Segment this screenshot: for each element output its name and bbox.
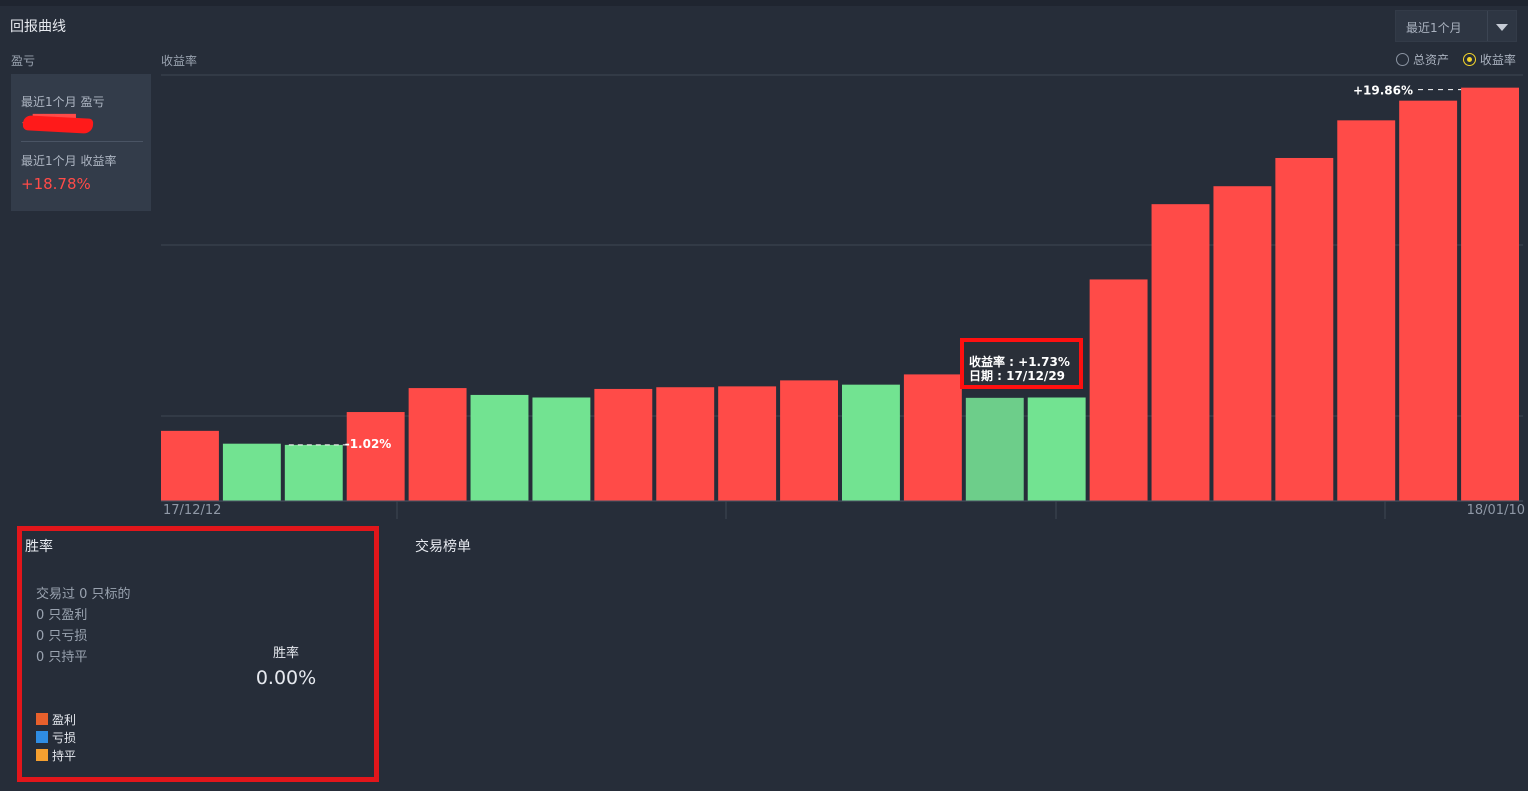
bar — [1027, 397, 1086, 501]
pl-section-label: 盈亏 — [11, 54, 36, 68]
bar — [470, 394, 529, 501]
bar — [1337, 120, 1396, 502]
stat-traded: 交易过 0 只标的 — [36, 587, 131, 602]
stat-profit: 0 只盈利 — [36, 608, 88, 623]
bar — [965, 397, 1024, 501]
return-bar-chart: 17/12/12 18/01/10 -1.02% +19.86% — [161, 74, 1525, 519]
bar — [656, 387, 715, 501]
top-strip — [0, 0, 1528, 6]
legend-swatch-loss — [36, 731, 48, 743]
bar — [718, 386, 777, 501]
legend-label: 盈利 — [52, 713, 77, 727]
legend-item-flat[interactable]: 持平 — [36, 747, 76, 765]
bar — [1275, 157, 1334, 502]
bar — [842, 384, 900, 501]
legend-item-loss[interactable]: 亏损 — [36, 729, 76, 747]
annotation-min: -1.02% — [345, 437, 392, 451]
chart-mode-toggle: 总资产 收益率 — [1396, 51, 1526, 68]
legend-label: 持平 — [52, 749, 77, 763]
annotation-max: +19.86% — [1353, 84, 1413, 98]
mode-option-label: 总资产 — [1413, 53, 1450, 67]
bar — [1461, 87, 1519, 501]
return-value: +18.78% — [21, 175, 91, 193]
bar — [1213, 186, 1272, 501]
mode-option-total-assets[interactable]: 总资产 — [1396, 51, 1449, 68]
win-rate-stats: 交易过 0 只标的 0 只盈利 0 只亏损 0 只持平 — [36, 584, 131, 668]
bar — [1399, 100, 1458, 501]
stat-flat: 0 只持平 — [36, 650, 88, 665]
bar — [284, 444, 343, 501]
pl-summary-card: 最近1个月 盈亏 +████ 最近1个月 收益率 +18.78% — [11, 74, 151, 211]
return-label: 最近1个月 收益率 — [21, 154, 117, 168]
win-rate-title: 胜率 — [25, 539, 53, 555]
pl-label: 最近1个月 盈亏 — [21, 95, 105, 109]
legend-swatch-flat — [36, 749, 48, 761]
radio-icon[interactable] — [1396, 53, 1409, 66]
period-select-divider — [1487, 11, 1488, 41]
win-rate-center-value: 0.00% — [255, 667, 317, 689]
x-tick-label-end: 18/01/10 — [1467, 503, 1525, 518]
tooltip-return: 收益率 : +1.73% — [969, 355, 1070, 369]
page-title: 回报曲线 — [10, 19, 66, 35]
bar — [594, 388, 653, 501]
bar — [161, 430, 219, 501]
chart-tooltip: 收益率 : +1.73% 日期 : 17/12/29 — [960, 338, 1083, 389]
bar — [532, 397, 591, 501]
x-tick-label-start: 17/12/12 — [163, 503, 221, 518]
period-select[interactable]: 最近1个月 — [1395, 10, 1517, 42]
win-rate-center-label: 胜率 — [272, 646, 299, 661]
win-rate-center: 胜率 0.00% — [236, 642, 336, 689]
mode-option-return-rate[interactable]: 收益率 — [1462, 51, 1516, 68]
bar — [1151, 204, 1210, 501]
period-select-value: 最近1个月 — [1406, 21, 1462, 35]
bar — [903, 374, 962, 501]
legend-item-profit[interactable]: 盈利 — [36, 711, 76, 729]
legend-label: 亏损 — [52, 731, 77, 745]
bar — [346, 412, 405, 501]
mode-option-label: 收益率 — [1479, 53, 1516, 67]
stat-loss: 0 只亏损 — [36, 629, 88, 644]
chart-y-label: 收益率 — [161, 54, 198, 68]
win-rate-legend: 盈利 亏损 持平 — [36, 711, 76, 765]
tooltip-date: 日期 : 17/12/29 — [969, 369, 1066, 383]
bar — [408, 388, 467, 501]
win-rate-highlight — [17, 526, 379, 782]
chevron-down-icon[interactable] — [1496, 24, 1508, 31]
legend-swatch-profit — [36, 713, 48, 725]
card-divider — [21, 141, 143, 142]
radio-checked-icon[interactable] — [1462, 53, 1476, 66]
bar — [780, 380, 838, 501]
bar — [1089, 279, 1148, 501]
ranking-title: 交易榜单 — [415, 539, 471, 555]
bar — [222, 443, 281, 501]
